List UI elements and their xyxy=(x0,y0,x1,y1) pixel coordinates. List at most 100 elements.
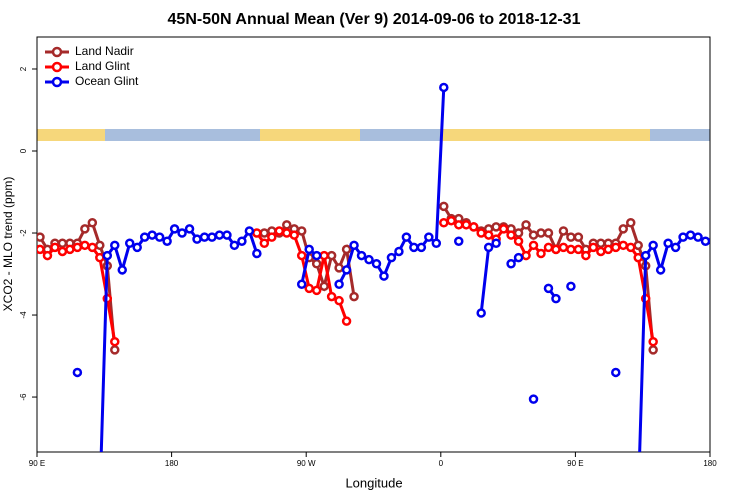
x-tick-label: 90 W xyxy=(297,459,316,468)
data-point xyxy=(528,230,539,240)
data-point xyxy=(536,248,546,259)
data-point xyxy=(439,218,449,228)
data-point xyxy=(289,230,299,240)
data-point xyxy=(37,232,45,242)
data-point xyxy=(611,242,621,253)
y-tick-label: -2 xyxy=(19,229,28,237)
data-point xyxy=(573,232,584,242)
data-point xyxy=(80,224,90,234)
data-point xyxy=(334,295,344,306)
data-point xyxy=(521,250,531,261)
data-point xyxy=(588,242,599,253)
data-point xyxy=(154,232,165,242)
data-point xyxy=(267,232,277,242)
data-point xyxy=(491,222,501,232)
data-point xyxy=(222,230,232,240)
data-point xyxy=(341,244,352,255)
data-point xyxy=(476,228,486,238)
data-point xyxy=(693,232,703,242)
data-point xyxy=(453,220,464,230)
data-point xyxy=(461,220,471,230)
data-point xyxy=(543,228,554,238)
data-point xyxy=(633,252,643,263)
data-point xyxy=(229,240,240,251)
x-tick-label: 90 E xyxy=(567,459,583,468)
data-point xyxy=(491,238,501,249)
legend-marker xyxy=(51,76,63,88)
data-point xyxy=(349,240,359,251)
data-point xyxy=(57,246,68,257)
data-point xyxy=(296,226,307,236)
data-point xyxy=(177,228,187,238)
data-point xyxy=(296,279,307,290)
data-point xyxy=(311,285,322,296)
data-point xyxy=(543,242,554,253)
data-point xyxy=(341,265,352,275)
data-point xyxy=(95,252,105,263)
data-point xyxy=(685,230,696,240)
data-point xyxy=(252,248,262,259)
data-point xyxy=(282,220,292,230)
data-point xyxy=(625,218,636,228)
plot-area xyxy=(37,82,710,500)
data-point xyxy=(401,232,412,242)
data-point xyxy=(87,218,98,228)
y-tick-label: -6 xyxy=(19,393,28,401)
data-point xyxy=(72,367,83,378)
data-point xyxy=(513,236,524,246)
data-point xyxy=(304,283,314,294)
data-point xyxy=(72,242,83,253)
data-point xyxy=(42,250,53,261)
data-point xyxy=(379,271,389,281)
data-point xyxy=(95,240,105,251)
data-point xyxy=(618,240,629,251)
data-point xyxy=(207,232,217,242)
legend-label: Land Glint xyxy=(75,59,130,73)
data-point xyxy=(700,236,710,246)
data-point xyxy=(468,222,479,232)
data-point xyxy=(566,244,576,255)
data-point xyxy=(96,496,103,500)
data-point xyxy=(648,240,658,251)
data-point xyxy=(124,238,135,249)
data-point xyxy=(528,394,539,404)
data-point xyxy=(252,228,262,238)
data-point xyxy=(192,234,202,244)
data-point xyxy=(648,336,658,347)
data-point xyxy=(162,236,172,246)
y-axis-label: XCO2 - MLO trend (ppm) xyxy=(1,177,15,312)
series-line xyxy=(99,87,707,452)
data-point xyxy=(304,244,314,255)
data-point xyxy=(117,265,127,275)
data-point xyxy=(521,220,531,230)
data-point xyxy=(214,230,225,240)
y-tick-label: 0 xyxy=(19,148,28,153)
data-point xyxy=(513,252,524,263)
data-point xyxy=(648,345,658,355)
data-point xyxy=(581,250,591,261)
data-point xyxy=(184,224,195,234)
data-point xyxy=(326,291,337,302)
data-point xyxy=(635,496,642,500)
data-point xyxy=(476,308,486,318)
data-point xyxy=(483,242,494,253)
data-point xyxy=(386,252,397,263)
y-tick-label: -4 xyxy=(19,311,28,319)
x-tick-label: 0 xyxy=(439,459,444,468)
data-point xyxy=(334,279,344,290)
data-point xyxy=(319,250,329,261)
data-point xyxy=(663,238,673,249)
data-point xyxy=(65,244,75,255)
data-point xyxy=(110,345,120,355)
data-point xyxy=(566,281,576,292)
data-point xyxy=(311,259,322,269)
data-point xyxy=(439,201,449,212)
data-point xyxy=(506,259,516,269)
data-point xyxy=(147,230,157,240)
data-point xyxy=(536,228,546,238)
data-point xyxy=(334,263,344,273)
data-point xyxy=(259,228,270,238)
data-point xyxy=(139,232,150,242)
x-tick-label: 90 E xyxy=(29,459,45,468)
